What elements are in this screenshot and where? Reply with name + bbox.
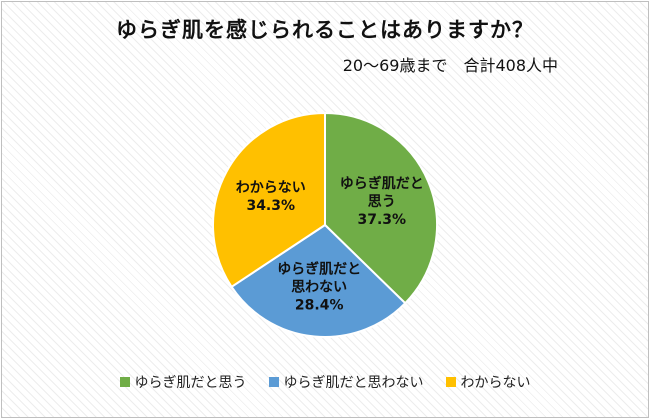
chart-subtitle: 20～69歳まで 合計408人中	[342, 56, 558, 75]
pie-slice-1	[230, 223, 407, 338]
pie-slice-2	[212, 111, 326, 289]
legend-item-1: ゆらぎ肌だと思わない	[268, 372, 424, 392]
legend-item-0: ゆらぎ肌だと思う	[119, 372, 247, 392]
slice-label-0-line-0: ゆらぎ肌だと	[340, 175, 424, 192]
legend-swatch-2	[445, 377, 456, 387]
slice-value-2: 34.3%	[246, 198, 295, 214]
legend-label-1: ゆらぎ肌だと思わない	[283, 375, 424, 391]
slice-label-1-line-1: 思わない	[291, 279, 347, 295]
legend-swatch-1	[268, 377, 279, 387]
legend-label-2: わからない	[460, 375, 531, 391]
slice-value-0: 37.3%	[357, 212, 406, 228]
legend-item-2: わからない	[445, 372, 531, 392]
slice-value-1: 28.4%	[295, 297, 344, 313]
pie-slice-0	[324, 111, 438, 305]
slice-label-1-line-0: ゆらぎ肌だと	[277, 260, 361, 277]
slice-label-0-line-1: 思う	[368, 194, 396, 210]
chart-title: ゆらぎ肌を感じられることはありますか？	[116, 18, 534, 42]
slice-label-2-line-0: わからない	[236, 180, 306, 196]
chart-legend: ゆらぎ肌だと思う ゆらぎ肌だと思わない わからない	[0, 372, 650, 392]
legend-swatch-0	[119, 377, 130, 387]
legend-label-0: ゆらぎ肌だと思う	[134, 375, 247, 391]
